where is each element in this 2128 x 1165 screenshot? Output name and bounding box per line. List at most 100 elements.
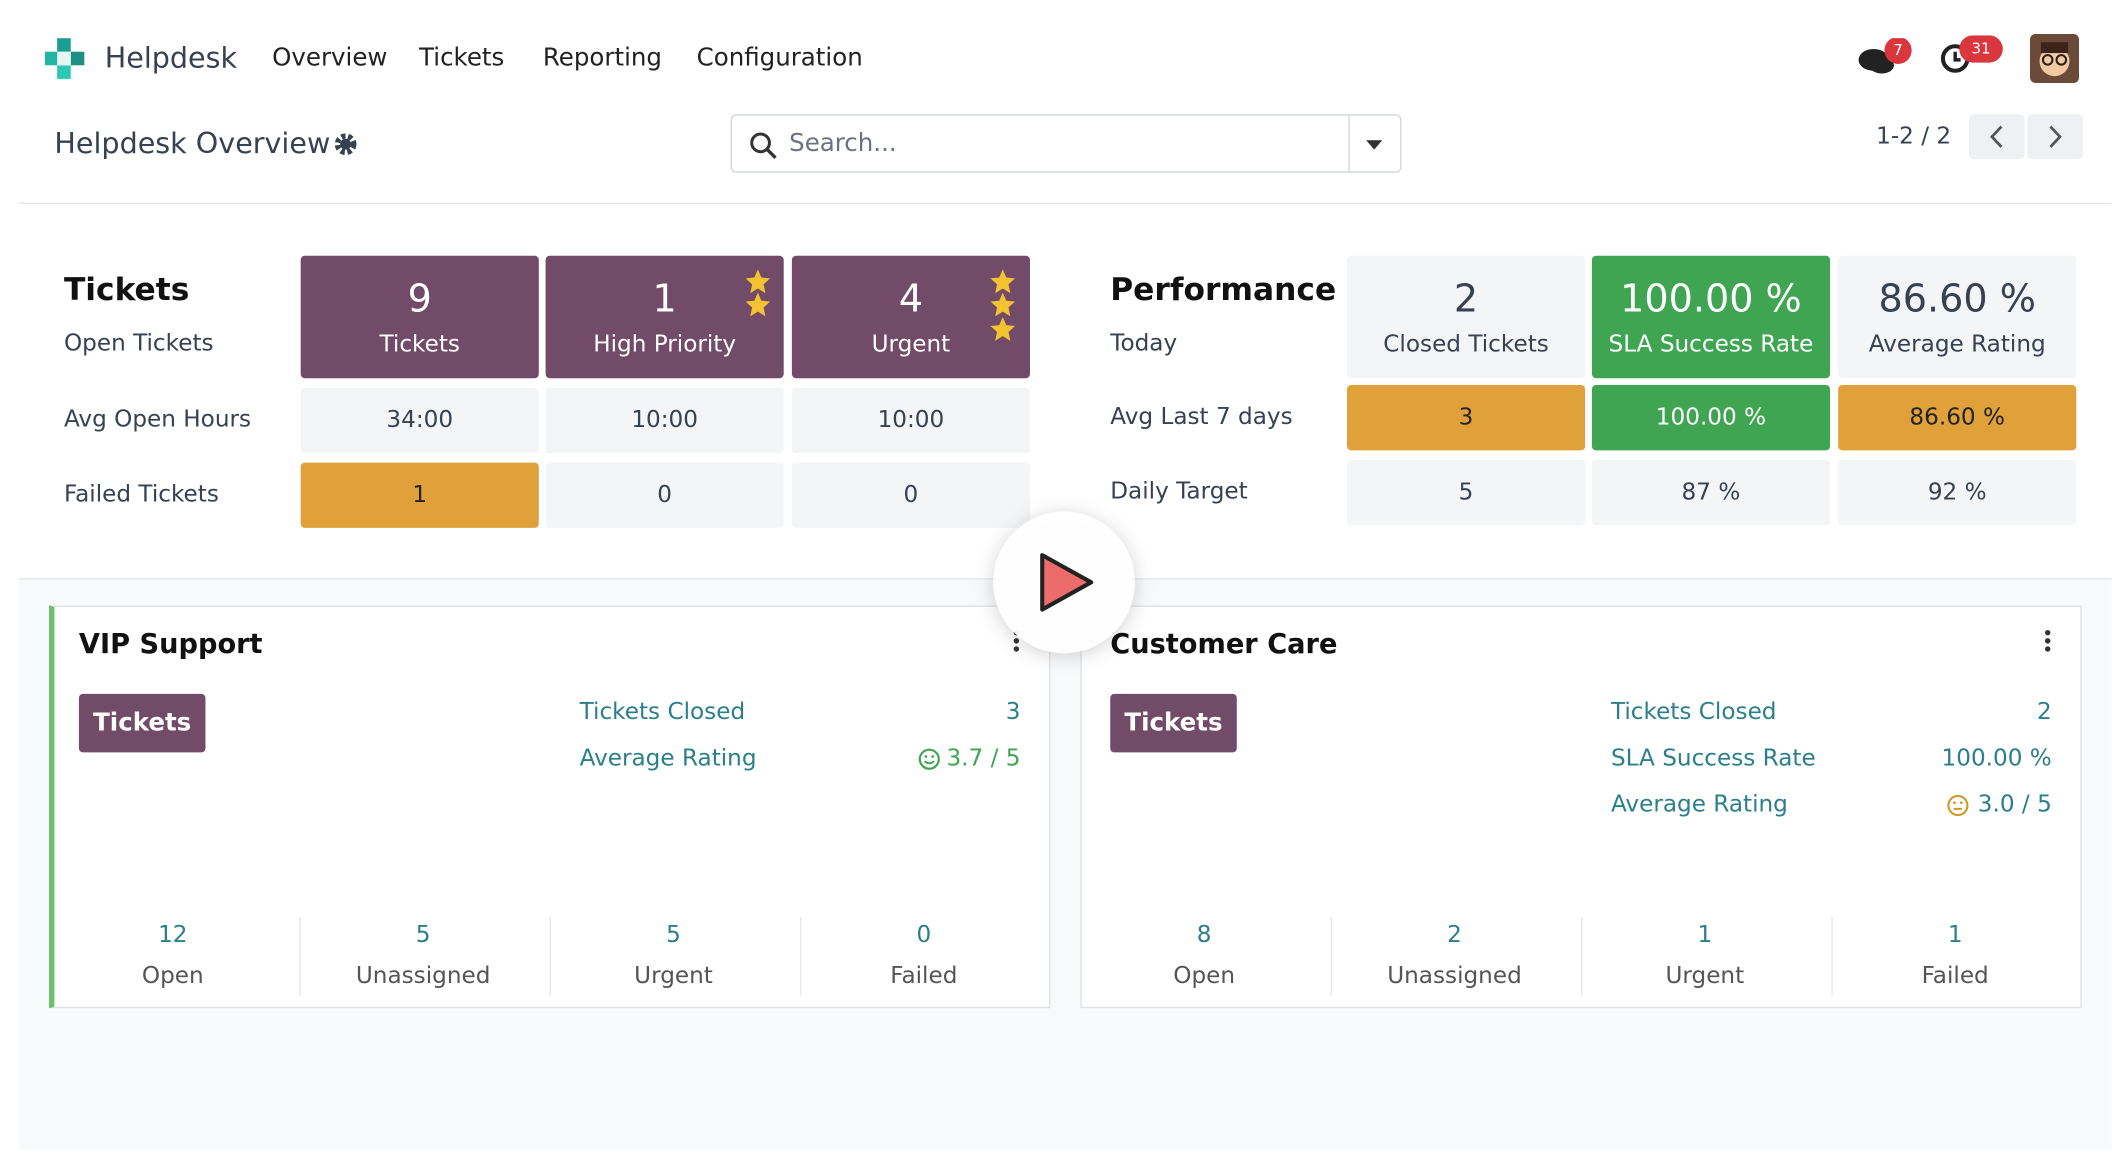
settings-icon[interactable] [333,132,357,156]
card-label: High Priority [593,331,737,359]
pager: 1-2 / 2 [1876,123,1952,151]
star-icon [990,292,1016,317]
avatar[interactable] [2030,34,2079,83]
stat-value: 3.7 / 5 [946,744,1021,773]
stat-label[interactable]: SLA Success Rate [1610,744,1816,773]
stat-label[interactable]: Tickets Closed [1610,698,1777,726]
rating-icon [918,748,940,770]
stat-cell[interactable]: 10:00 [545,387,784,454]
card-value: 2 [1453,276,1479,322]
row-label: Daily Target [1110,478,1248,506]
stat-cell[interactable]: 0 [791,462,1030,528]
stat-card[interactable]: 1 High Priority [545,255,784,379]
divider [1831,917,1833,996]
pager-prev[interactable] [1968,114,2025,160]
star-icon [990,269,1016,294]
search-icon [750,132,777,159]
divider [800,917,802,996]
count-value[interactable]: 2 [1447,921,1462,950]
count-value[interactable]: 0 [916,921,932,950]
card-value: 86.60 % [1878,276,2036,322]
app-logo [44,38,85,79]
menu-item[interactable]: Tickets [419,43,505,73]
count-value[interactable]: 1 [1697,921,1713,950]
count-label[interactable]: Unassigned [1387,962,1522,990]
stat-value: 3.0 / 5 [1977,791,2052,819]
stat-cell[interactable]: 92 % [1838,459,2077,526]
section-title: Tickets [63,272,190,309]
count-value[interactable]: 1 [1947,921,1963,950]
count-label[interactable]: Failed [890,962,958,990]
team-name: Customer Care [1110,627,1338,660]
count-label[interactable]: Failed [1921,962,1989,990]
star-icon [990,317,1016,341]
stat-card[interactable]: 2 Closed Tickets [1346,255,1586,379]
divider [1348,115,1350,172]
row-label: Avg Last 7 days [1110,403,1293,431]
stat-cell[interactable]: 10:00 [791,387,1030,454]
stat-card[interactable]: 100.00 % SLA Success Rate [1591,255,1831,379]
count-value[interactable]: 5 [415,921,431,950]
team-name: VIP Support [78,627,263,660]
row-label: Failed Tickets [63,480,219,509]
stat-cell[interactable]: 3 [1346,385,1586,451]
stat-cell[interactable]: 5 [1346,459,1586,526]
team-button[interactable]: Tickets [78,693,206,753]
rating-icon [1947,794,1969,817]
stat-cell[interactable]: 100.00 % [1591,385,1831,451]
activities-icon[interactable] [1937,35,2008,81]
divider [299,917,301,996]
count-label[interactable]: Urgent [1665,962,1745,990]
stat-card[interactable]: 9 Tickets [300,255,539,379]
card-label: Closed Tickets [1383,331,1549,359]
messages-icon[interactable] [1856,38,1921,84]
stat-cell[interactable]: 86.60 % [1838,385,2077,451]
kebab-icon [2044,629,2052,653]
divider [1581,917,1583,996]
menu-item[interactable]: Overview [272,43,388,73]
divider [549,917,552,996]
stat-value: 100.00 % [1941,744,2052,773]
section-subtitle: Today [1110,329,1178,358]
card-label: SLA Success Rate [1608,331,1814,359]
stat-cell[interactable]: 1 [300,462,539,528]
stat-value: 3 [1005,698,1021,726]
count-value[interactable]: 8 [1196,921,1212,950]
count-label[interactable]: Unassigned [355,962,491,990]
count-value[interactable]: 5 [666,921,681,950]
stat-label[interactable]: Average Rating [1610,791,1788,819]
card-value: 100.00 % [1620,276,1802,322]
search-placeholder: Search... [789,129,897,158]
card-value: 1 [652,276,677,322]
divider [1330,917,1333,996]
team-card: VIP Support Tickets Tickets Closed 3 Average… [48,605,1051,1009]
team-card: Customer Care Tickets Tickets Closed 2 SLA S… [1080,605,2082,1009]
menu-item[interactable]: Reporting [542,43,662,73]
stat-cell[interactable]: 0 [545,462,784,528]
count-value[interactable]: 12 [158,921,188,950]
star-icon [745,292,771,317]
card-value: 9 [407,276,432,322]
stat-card[interactable]: 4 Urgent [791,255,1030,379]
pager-next[interactable] [2027,114,2084,160]
row-label: Avg Open Hours [63,406,252,434]
count-label[interactable]: Urgent [634,962,713,990]
section-subtitle: Open Tickets [63,329,214,358]
count-label[interactable]: Open [141,962,204,990]
stat-label[interactable]: Tickets Closed [579,698,746,726]
stat-cell[interactable]: 87 % [1591,459,1831,526]
stat-label[interactable]: Average Rating [579,744,757,773]
stat-card[interactable]: 86.60 % Average Rating [1838,255,2077,379]
search-box[interactable] [730,114,1402,173]
card-label: Tickets [379,331,460,359]
badge-count: 31 [1971,40,1991,58]
search-dropdown[interactable] [1366,140,1383,151]
play-button [955,473,1173,691]
count-label[interactable]: Open [1173,962,1236,990]
stat-cell[interactable]: 34:00 [300,387,539,454]
card-label: Average Rating [1868,331,2046,359]
team-button[interactable]: Tickets [1110,693,1237,753]
menu-item[interactable]: Configuration [696,43,863,73]
